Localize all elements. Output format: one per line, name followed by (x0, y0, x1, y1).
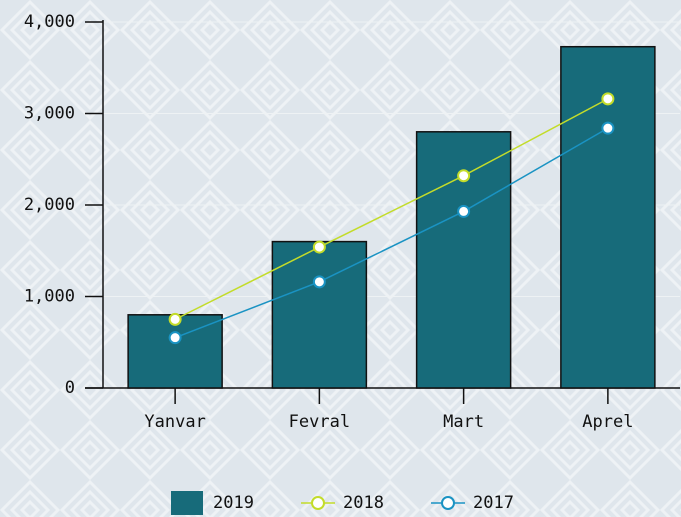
legend-label: 2019 (213, 493, 254, 513)
point (601, 121, 615, 135)
y-tick-label: 1,000 (24, 287, 75, 307)
legend-label: 2017 (473, 493, 514, 513)
point (457, 169, 471, 183)
point (312, 275, 326, 289)
point (168, 312, 182, 326)
line (174, 127, 609, 339)
y-tick-label: 3,000 (24, 104, 75, 124)
line (174, 98, 609, 321)
point (457, 204, 471, 218)
point (168, 331, 182, 345)
legend-swatch (171, 491, 203, 515)
y-tick-label: 4,000 (24, 12, 75, 32)
legend-marker (441, 496, 455, 510)
x-tick-label: Yanvar (144, 412, 205, 432)
x-tick-label: Fevral (289, 412, 350, 432)
x-tick-label: Mart (443, 412, 484, 432)
y-tick-label: 0 (65, 378, 75, 398)
x-tick-label: Aprel (582, 412, 633, 432)
point (601, 92, 615, 106)
legend-marker (311, 496, 325, 510)
y-tick-label: 2,000 (24, 195, 75, 215)
legend-label: 2018 (343, 493, 384, 513)
point (312, 240, 326, 254)
